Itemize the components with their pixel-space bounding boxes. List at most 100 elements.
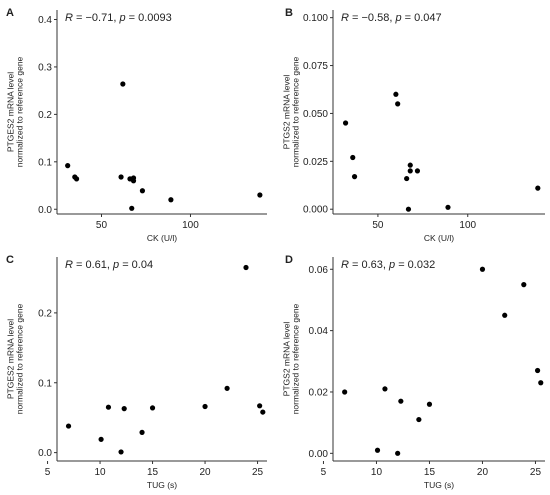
data-point xyxy=(105,404,112,410)
data-point xyxy=(407,162,413,168)
correlation-annotation: R = 0.61, p = 0.04 xyxy=(65,259,153,271)
correlation-annotation: R = 0.63, p = 0.032 xyxy=(341,259,435,271)
y-axis-label-line1: PTGES2 mRNA level xyxy=(5,319,15,399)
correlation-annotation: R = −0.71, p = 0.0093 xyxy=(65,12,172,24)
data-point xyxy=(414,168,421,174)
data-point xyxy=(243,264,249,271)
y-tick-label: 0.4 xyxy=(38,15,52,26)
stat-symbol: R xyxy=(341,259,349,271)
y-axis-label-line2: normalized to reference gene xyxy=(291,303,301,414)
x-tick-label: 20 xyxy=(199,467,211,478)
stat-value: = 0.61, xyxy=(73,259,113,271)
stat-value: = 0.04 xyxy=(119,259,153,271)
data-point xyxy=(404,175,410,182)
x-axis-label: CK (U/l) xyxy=(424,233,454,243)
stat-symbol: p xyxy=(118,12,125,24)
panel-c: C 0.0 0.1 0.2 5 10 15 20 25 TUG (s) PTGES2 mRNA le… xyxy=(5,254,267,490)
y-axis-label-line2: normalized to reference gene xyxy=(15,56,25,167)
y-tick-label: 0.1 xyxy=(38,157,52,168)
data-point xyxy=(535,185,541,191)
y-axis-label-line1: PTGS2 mRNA level xyxy=(281,75,291,150)
stat-symbol: p xyxy=(388,259,395,271)
y-tick-label: 0.025 xyxy=(303,157,328,168)
y-tick-label: 0.04 xyxy=(309,326,329,337)
y-tick-label: 0.050 xyxy=(303,109,328,120)
y-tick-label: 0.000 xyxy=(303,205,328,216)
data-point xyxy=(521,282,527,288)
y-axis-label-line2: normalized to reference gene xyxy=(15,303,25,414)
y-axis-label: PTGS2 mRNA levelnormalized to reference … xyxy=(281,56,300,167)
data-point xyxy=(538,380,544,386)
data-point xyxy=(260,409,266,415)
stat-value: = 0.0093 xyxy=(126,12,172,24)
panel-letter: C xyxy=(6,254,14,266)
data-point xyxy=(139,429,145,435)
y-tick-label: 0.1 xyxy=(38,378,52,389)
y-tick-label: 0.0 xyxy=(38,448,52,459)
data-point xyxy=(416,416,422,423)
x-axis-label: TUG (s) xyxy=(147,480,177,490)
stat-value: = 0.63, xyxy=(349,259,389,271)
data-point xyxy=(118,449,124,455)
stat-value: = 0.047 xyxy=(402,12,442,24)
x-tick-label: 10 xyxy=(94,467,106,478)
x-tick-label: 5 xyxy=(45,467,51,478)
data-point xyxy=(130,178,137,184)
y-tick-label: 0.00 xyxy=(309,449,329,460)
data-point xyxy=(65,423,72,429)
y-tick-label: 0.3 xyxy=(38,62,52,73)
x-axis-label: TUG (s) xyxy=(424,480,454,490)
panel-a: A 0.0 0.1 0.2 0.3 0.4 50 100 CK (U/l) PTGES2 mRNA… xyxy=(5,7,267,243)
y-axis-label-line1: PTGES2 mRNA level xyxy=(5,72,15,152)
y-axis-label-line1: PTGS2 mRNA level xyxy=(281,322,291,397)
y-tick-label: 0.100 xyxy=(303,13,328,24)
data-point xyxy=(118,174,124,180)
stat-value: = 0.032 xyxy=(395,259,435,271)
x-tick-label: 5 xyxy=(321,467,327,478)
data-point xyxy=(98,436,104,442)
y-axis-label: PTGS2 mRNA levelnormalized to reference … xyxy=(281,303,300,414)
data-point xyxy=(395,450,401,456)
data-point xyxy=(202,403,208,410)
x-tick-label: 15 xyxy=(424,467,436,478)
stat-symbol: p xyxy=(112,259,119,271)
y-axis-label: PTGES2 mRNA levelnormalized to reference… xyxy=(5,303,24,414)
data-point xyxy=(257,403,263,409)
y-tick-label: 0.0 xyxy=(38,205,52,216)
x-tick-label: 20 xyxy=(477,467,489,478)
x-tick-label: 10 xyxy=(371,467,383,478)
data-point xyxy=(224,385,230,391)
panel-b: B 0.000 0.025 0.050 0.075 0.100 50 100 CK (U/l) P… xyxy=(281,7,545,243)
data-point xyxy=(350,154,356,161)
y-tick-label: 0.06 xyxy=(309,265,329,276)
stat-symbol: R xyxy=(341,12,349,24)
data-point xyxy=(129,205,135,211)
y-axis-label: PTGES2 mRNA levelnormalized to reference… xyxy=(5,56,24,167)
data-point xyxy=(168,197,174,203)
data-point xyxy=(395,101,401,107)
data-point xyxy=(351,174,358,180)
data-point xyxy=(374,447,381,453)
data-point xyxy=(405,206,412,212)
x-tick-label: 50 xyxy=(96,220,108,231)
y-tick-label: 0.2 xyxy=(38,110,52,121)
data-point xyxy=(407,168,413,174)
y-axis-label-line2: normalized to reference gene xyxy=(291,56,301,167)
panel-letter: D xyxy=(285,254,293,266)
data-point xyxy=(73,176,80,182)
panel-d: D 0.00 0.02 0.04 0.06 5 10 15 20 25 TUG (s) PTGS2 m… xyxy=(281,254,545,490)
data-point xyxy=(149,405,156,411)
x-tick-label: 100 xyxy=(182,220,199,231)
stat-value: = −0.58, xyxy=(349,12,395,24)
x-tick-label: 15 xyxy=(147,467,159,478)
data-point xyxy=(257,192,263,198)
x-tick-label: 25 xyxy=(252,467,264,478)
correlation-annotation: R = −0.58, p = 0.047 xyxy=(341,12,442,24)
data-point xyxy=(479,266,486,272)
data-point xyxy=(139,188,146,194)
data-point xyxy=(502,312,508,318)
stat-symbol: R xyxy=(65,12,73,24)
data-point xyxy=(445,204,451,210)
data-point xyxy=(120,81,126,87)
data-point xyxy=(534,367,541,374)
